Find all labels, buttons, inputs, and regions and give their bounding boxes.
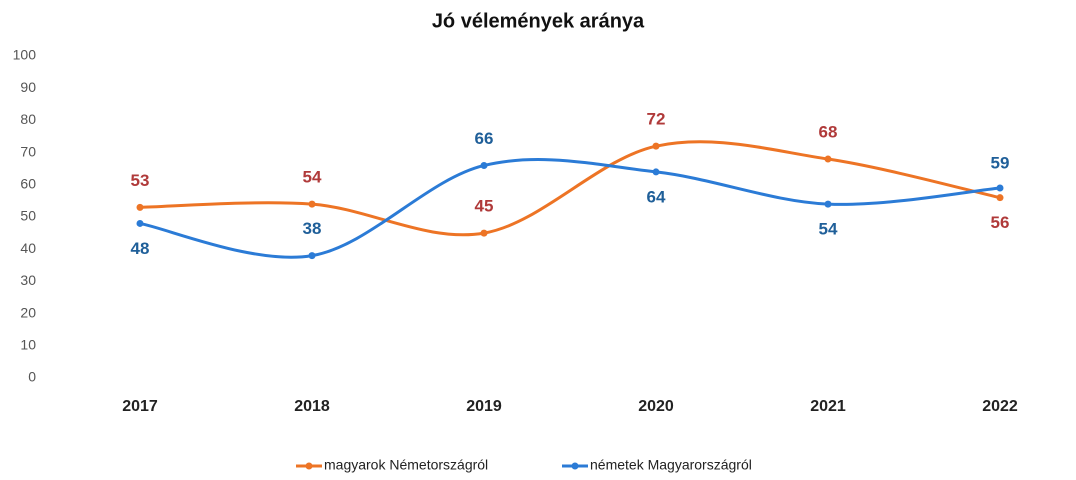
point xyxy=(824,155,832,163)
x-tick-label: 2019 xyxy=(466,398,502,415)
y-tick-label: 0 xyxy=(28,369,36,385)
x-tick-label: 2020 xyxy=(638,398,674,415)
y-tick-label: 90 xyxy=(20,79,36,95)
chart-title: Jó vélemények aránya xyxy=(432,10,645,32)
series-line xyxy=(139,158,1001,259)
point xyxy=(136,203,144,211)
y-tick-label: 60 xyxy=(20,176,36,192)
legend-marker xyxy=(571,462,579,470)
x-tick-label: 2022 xyxy=(982,398,1018,415)
point xyxy=(996,184,1004,192)
data-label: 56 xyxy=(991,213,1010,232)
point xyxy=(480,229,488,237)
y-tick-label: 50 xyxy=(20,208,36,224)
x-tick-label: 2021 xyxy=(810,398,846,415)
data-label: 53 xyxy=(131,171,150,190)
point xyxy=(996,194,1004,202)
x-tick-label: 2017 xyxy=(122,398,158,415)
point xyxy=(652,142,660,150)
series-line xyxy=(139,140,1001,237)
y-tick-label: 40 xyxy=(20,240,36,256)
point xyxy=(652,168,660,176)
data-label: 38 xyxy=(303,219,322,238)
data-label: 54 xyxy=(819,220,838,239)
point xyxy=(308,200,316,208)
legend-label: magyarok Németországról xyxy=(324,457,488,473)
data-label: 66 xyxy=(475,129,494,148)
legend-label: németek Magyarországról xyxy=(590,457,752,473)
point xyxy=(136,219,144,227)
data-label: 59 xyxy=(991,154,1010,173)
data-label: 45 xyxy=(475,197,494,216)
data-label: 64 xyxy=(647,187,666,206)
point xyxy=(824,200,832,208)
y-tick-label: 100 xyxy=(13,47,37,63)
data-label: 48 xyxy=(131,239,150,258)
y-tick-label: 10 xyxy=(20,337,36,353)
data-label: 72 xyxy=(647,110,666,129)
point xyxy=(308,252,316,260)
data-label: 54 xyxy=(303,168,322,187)
y-tick-label: 80 xyxy=(20,111,36,127)
legend-marker xyxy=(305,462,313,470)
y-tick-label: 20 xyxy=(20,304,36,320)
y-tick-label: 30 xyxy=(20,272,36,288)
point xyxy=(480,161,488,169)
y-tick-label: 70 xyxy=(20,143,36,159)
data-label: 68 xyxy=(819,123,838,142)
x-tick-label: 2018 xyxy=(294,398,330,415)
